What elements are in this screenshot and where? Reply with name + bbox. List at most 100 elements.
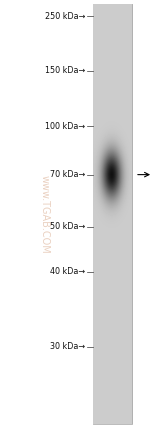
Text: 40 kDa→: 40 kDa→ xyxy=(50,267,86,276)
Bar xyxy=(93,413,132,417)
Bar xyxy=(93,410,132,413)
Bar xyxy=(93,294,132,298)
Bar xyxy=(93,74,132,78)
Bar xyxy=(93,179,132,183)
Bar xyxy=(93,284,132,288)
Bar xyxy=(93,186,132,190)
Bar xyxy=(93,417,132,420)
Bar xyxy=(93,371,132,375)
Bar xyxy=(93,214,132,217)
Bar xyxy=(93,291,132,294)
Bar xyxy=(93,134,132,137)
Bar xyxy=(93,340,132,343)
Bar xyxy=(93,238,132,242)
Bar xyxy=(93,326,132,330)
Bar xyxy=(130,4,131,424)
Bar xyxy=(93,389,132,392)
Bar xyxy=(93,399,132,403)
Bar xyxy=(93,32,132,36)
Bar xyxy=(93,347,132,350)
Bar xyxy=(93,315,132,319)
Bar xyxy=(93,225,132,228)
Bar xyxy=(93,155,132,158)
Bar xyxy=(93,364,132,368)
Bar xyxy=(130,4,131,424)
Bar xyxy=(93,312,132,315)
Bar xyxy=(94,4,95,424)
Text: 50 kDa→: 50 kDa→ xyxy=(50,222,86,232)
Bar xyxy=(93,53,132,57)
Bar xyxy=(93,46,132,50)
Text: 250 kDa→: 250 kDa→ xyxy=(45,12,86,21)
Bar xyxy=(93,123,132,127)
Bar xyxy=(93,109,132,113)
Bar xyxy=(131,4,132,424)
Bar xyxy=(95,4,96,424)
Bar xyxy=(93,336,132,340)
Bar xyxy=(93,232,132,235)
Text: 150 kDa→: 150 kDa→ xyxy=(45,66,86,75)
Bar xyxy=(93,378,132,382)
Bar xyxy=(93,162,132,165)
Bar xyxy=(93,343,132,347)
Bar xyxy=(93,190,132,193)
Bar xyxy=(93,246,132,249)
Bar xyxy=(93,71,132,74)
Bar xyxy=(93,200,132,204)
Bar xyxy=(93,81,132,85)
Bar xyxy=(93,15,132,18)
Text: 70 kDa→: 70 kDa→ xyxy=(50,170,86,179)
Bar xyxy=(93,137,132,141)
Bar xyxy=(93,361,132,364)
Bar xyxy=(93,354,132,357)
Bar xyxy=(93,18,132,22)
Bar xyxy=(93,102,132,106)
Bar xyxy=(93,4,132,424)
Bar xyxy=(131,4,132,424)
Bar xyxy=(93,322,132,326)
Bar xyxy=(93,4,94,424)
Bar xyxy=(93,64,132,67)
Text: www.TGAB.COM: www.TGAB.COM xyxy=(40,175,50,253)
Bar xyxy=(93,148,132,151)
Bar xyxy=(93,29,132,32)
Bar xyxy=(93,403,132,406)
Bar xyxy=(93,350,132,354)
Bar xyxy=(93,99,132,102)
Bar xyxy=(93,204,132,207)
Bar xyxy=(93,169,132,172)
Bar xyxy=(93,263,132,266)
Bar xyxy=(93,396,132,399)
Bar xyxy=(95,4,96,424)
Bar xyxy=(93,172,132,175)
Bar xyxy=(93,420,132,424)
Bar xyxy=(93,141,132,144)
Bar xyxy=(93,382,132,385)
Bar xyxy=(93,273,132,277)
Bar xyxy=(132,4,133,424)
Bar xyxy=(93,11,132,15)
Bar xyxy=(93,333,132,336)
Bar xyxy=(93,8,132,11)
Bar xyxy=(93,357,132,361)
Bar xyxy=(93,95,132,99)
Bar xyxy=(93,330,132,333)
Bar xyxy=(93,301,132,305)
Bar xyxy=(93,67,132,71)
Bar xyxy=(93,22,132,25)
Bar xyxy=(93,253,132,256)
Bar xyxy=(93,57,132,60)
Bar xyxy=(93,298,132,301)
Bar xyxy=(93,392,132,396)
Bar xyxy=(93,235,132,238)
Bar xyxy=(93,60,132,64)
Bar xyxy=(93,43,132,46)
Bar xyxy=(93,85,132,88)
Bar xyxy=(93,88,132,92)
Bar xyxy=(93,130,132,134)
Bar xyxy=(93,183,132,186)
Bar xyxy=(93,217,132,221)
Bar xyxy=(93,319,132,322)
Bar xyxy=(93,221,132,224)
Bar xyxy=(93,242,132,246)
